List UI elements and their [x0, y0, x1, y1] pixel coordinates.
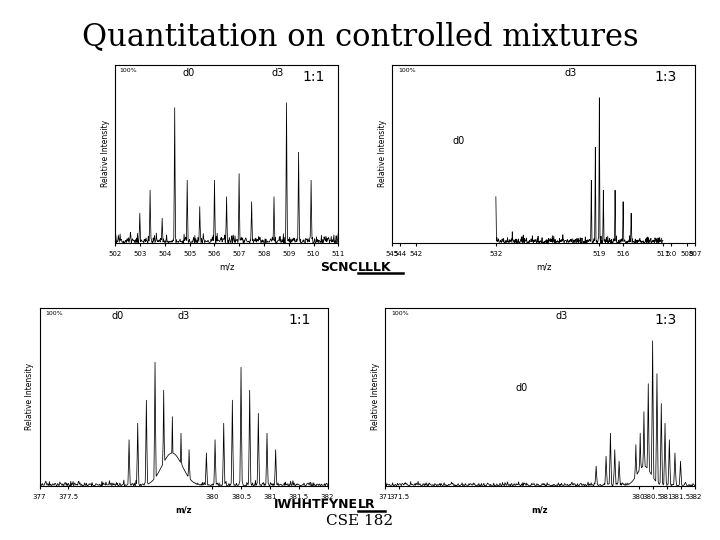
Text: d3: d3	[178, 312, 190, 321]
Text: 100%: 100%	[45, 312, 63, 316]
Y-axis label: Relative Intensity: Relative Intensity	[378, 120, 387, 187]
Text: 1:3: 1:3	[654, 313, 676, 327]
Text: 1:1: 1:1	[302, 70, 325, 84]
Text: d0: d0	[516, 383, 528, 393]
Text: d3: d3	[271, 69, 284, 78]
Text: LLLK: LLLK	[358, 261, 392, 274]
Text: d3: d3	[556, 312, 568, 321]
Text: 100%: 100%	[120, 69, 138, 73]
Text: 1:1: 1:1	[288, 313, 310, 327]
X-axis label: m/z: m/z	[532, 505, 548, 514]
Y-axis label: Relative Intensity: Relative Intensity	[371, 363, 379, 430]
Y-axis label: Relative Intensity: Relative Intensity	[25, 363, 34, 430]
Text: LR: LR	[358, 498, 375, 511]
X-axis label: m/z: m/z	[176, 505, 192, 514]
Text: d3: d3	[564, 69, 577, 78]
Text: 100%: 100%	[392, 312, 409, 316]
Text: Quantitation on controlled mixtures: Quantitation on controlled mixtures	[81, 22, 639, 52]
Text: SCNC: SCNC	[320, 261, 358, 274]
Text: IWHHTFYNE: IWHHTFYNE	[274, 498, 358, 511]
Text: 1:3: 1:3	[654, 70, 677, 84]
Text: d0: d0	[182, 69, 194, 78]
Text: d0: d0	[453, 136, 465, 146]
Y-axis label: Relative Intensity: Relative Intensity	[101, 120, 109, 187]
Text: CSE 182: CSE 182	[326, 514, 394, 528]
X-axis label: m/z: m/z	[536, 262, 552, 271]
Text: d0: d0	[112, 312, 124, 321]
Text: 100%: 100%	[398, 69, 416, 73]
X-axis label: m/z: m/z	[219, 262, 235, 271]
